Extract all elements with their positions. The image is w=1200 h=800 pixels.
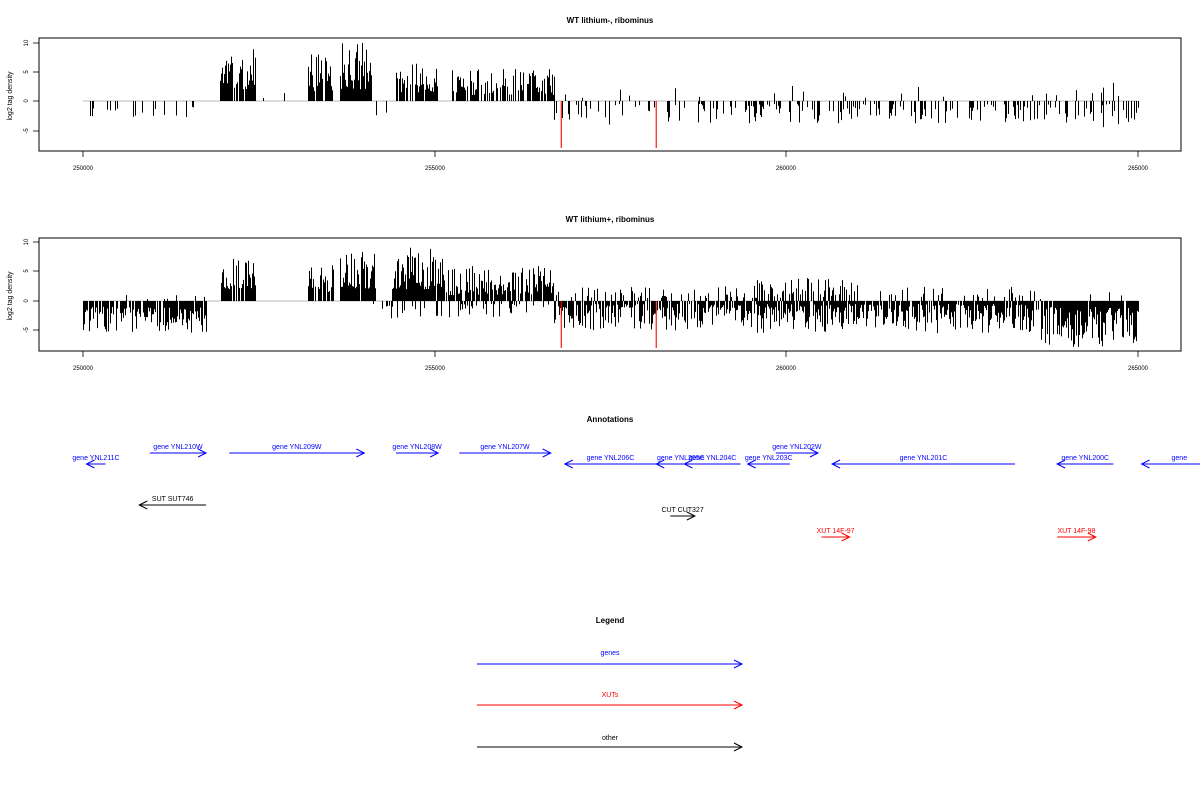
track-1-xtick-label: 255000 [425, 166, 446, 172]
annotation-label: gene YNL207W [480, 444, 530, 451]
legend-label-xuts: XUTs [602, 692, 619, 699]
legend-title: Legend [596, 616, 625, 625]
track-2-x-axis: 250000 255000 260000 265000 [73, 350, 1149, 372]
legend-arrowhead-other [733, 742, 744, 752]
track-1-ytick-label: -5 [24, 128, 30, 134]
annotation-arrowhead [841, 532, 851, 542]
annotation-feature: gene YNL203C [745, 455, 793, 469]
annotation-arrowhead [85, 459, 95, 469]
track-1-ytick-label: 5 [24, 70, 30, 74]
annotation-label: gene YNL209W [272, 444, 322, 451]
annotation-arrowhead [563, 459, 574, 469]
annotation-label: gene YNL202W [772, 444, 822, 451]
annotation-feature: gene YNL204C [683, 455, 741, 469]
track-2-title: WT lithium+, ribominus [566, 215, 655, 224]
annotation-arrowhead [1055, 459, 1066, 469]
legend-label-other: other [602, 735, 619, 742]
track-2-ylabel: log2 tag density [7, 271, 14, 321]
annotation-arrowhead [197, 448, 208, 458]
annotation-feature: CUT CUT327 [661, 507, 704, 521]
annotation-arrowhead [683, 459, 693, 469]
annotation-label: gene YNL211C [72, 455, 119, 462]
annotation-label: gene [1172, 455, 1188, 462]
track-1-ylabel: log2 tag density [7, 71, 14, 121]
annotation-label: gene YNL205C [657, 455, 705, 462]
track-2-ytick-label: 5 [24, 269, 30, 273]
annotation-label: gene YNL208W [392, 444, 442, 451]
track-2-ytick-label: 10 [24, 238, 30, 245]
annotation-arrowhead [1140, 459, 1150, 469]
track-2-ytick-label: -5 [24, 327, 30, 333]
track-2-ytick-label: 0 [24, 299, 30, 303]
annotation-label: gene YNL206C [587, 455, 635, 462]
annotations-title: Annotations [587, 415, 634, 424]
track-2-bars [83, 247, 1139, 348]
track-2-y-axis: -5 0 5 10 [24, 238, 40, 333]
annotation-feature: gene YNL201C [830, 455, 1015, 469]
annotation-feature: gene [1140, 455, 1200, 469]
track-1-title: WT lithium-, ribominus [567, 16, 654, 25]
annotation-label: gene YNL210W [153, 444, 203, 451]
track-1-y-axis: -5 0 5 10 [24, 39, 40, 134]
annotation-arrowhead [809, 448, 820, 458]
track-2: WT lithium+, ribominus log2 tag density … [7, 215, 1182, 372]
annotation-arrowhead [830, 459, 841, 469]
track-2-xtick-label: 260000 [776, 366, 797, 372]
annotation-label: XUT 14F-97 [817, 528, 855, 535]
legend-arrowhead-xuts [733, 700, 744, 710]
track-2-xtick-label: 255000 [425, 366, 446, 372]
track-1-x-axis: 250000 255000 260000 265000 [73, 150, 1149, 172]
track-1-ytick-label: 10 [24, 39, 30, 46]
annotation-feature: SUT SUT746 [138, 496, 207, 510]
annotation-feature: XUT 14F-97 [817, 528, 855, 542]
annotation-arrowhead [746, 459, 756, 469]
track-1: WT lithium-, ribominus log2 tag density … [7, 16, 1182, 172]
annotation-label: CUT CUT327 [661, 507, 703, 514]
annotation-features: gene YNL211C gene YNL210W gene YNL209W gene… [72, 444, 1200, 542]
track-2-xtick-label: 265000 [1128, 366, 1149, 372]
legend-item-genes: genes [477, 650, 744, 669]
legend-panel: Legend genes XUTs other [477, 616, 744, 752]
annotation-feature: gene YNL206C [563, 455, 657, 469]
annotation-label: SUT SUT746 [152, 496, 194, 503]
legend-arrowhead-genes [733, 659, 744, 669]
legend-item-xuts: XUTs [477, 692, 744, 710]
annotation-feature: XUT 14F-98 [1057, 528, 1097, 542]
legend-item-other: other [477, 735, 744, 752]
track-1-xtick-label: 260000 [776, 166, 797, 172]
track-2-xtick-label: 250000 [73, 366, 94, 372]
annotation-label: gene YNL200C [1061, 455, 1109, 462]
annotation-feature: gene YNL200C [1055, 455, 1114, 469]
track-1-plot-frame [38, 37, 1182, 152]
legend-label-genes: genes [600, 650, 620, 657]
track-1-xtick-label: 265000 [1128, 166, 1149, 172]
annotation-feature: gene YNL208W [392, 444, 442, 458]
annotation-arrowhead [542, 448, 552, 458]
annotation-arrowhead [138, 500, 148, 510]
annotation-feature: gene YNL211C [72, 455, 120, 469]
annotation-label: gene YNL203C [745, 455, 793, 462]
annotation-feature: gene YNL202W [772, 444, 822, 458]
track-1-ytick-label: 0 [24, 99, 30, 103]
annotation-label: XUT 14F-98 [1057, 528, 1095, 535]
annotation-arrowhead [429, 448, 440, 458]
annotation-feature: gene YNL210W [149, 444, 208, 458]
annotation-feature: gene YNL209W [229, 444, 366, 458]
annotation-arrowhead [356, 448, 366, 458]
track-1-xtick-label: 250000 [73, 166, 94, 172]
annotation-arrowhead [686, 511, 697, 521]
annotation-arrowhead [655, 459, 665, 469]
annotation-arrowhead [1087, 532, 1097, 542]
annotation-label: gene YNL204C [689, 455, 737, 462]
annotation-feature: gene YNL207W [459, 444, 552, 458]
annotation-label: gene YNL201C [900, 455, 948, 462]
track-1-bars [90, 42, 1139, 148]
